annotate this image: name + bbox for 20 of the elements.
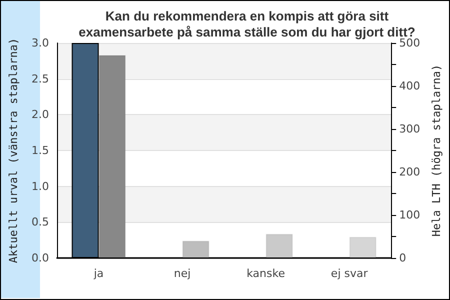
y-tick-label: 1.0 xyxy=(32,180,49,193)
x-tick-label: kanske xyxy=(246,267,286,280)
y-tick-label: 0.0 xyxy=(32,252,49,264)
y2-tick-label: 300 xyxy=(399,122,420,136)
y2-tick-label: 100 xyxy=(399,208,420,222)
x-tick-label: ja xyxy=(92,267,104,280)
y2-axis-title: Hela LTH (högra staplarna) xyxy=(430,64,443,237)
y2-tick-label: 200 xyxy=(399,166,420,178)
y-tick-label: 3.0 xyxy=(32,36,49,50)
chart-title: Kan du rekommendera en kompis att göra sitt examensarbete på samma ställe som du har gjort ditt? xyxy=(78,8,416,40)
x-tick-label: ej svar xyxy=(330,267,368,280)
x-tick-label: nej xyxy=(174,267,191,280)
y-tick-label: 1.5 xyxy=(32,144,49,157)
y-tick-label: 2.0 xyxy=(32,108,49,122)
y-axis-title: Aktuellt urval (vänstra staplarna) xyxy=(7,38,20,264)
y-tick-label: 0.5 xyxy=(32,216,49,229)
y2-tick-label: 0 xyxy=(399,252,406,264)
y2-tick-label: 400 xyxy=(399,80,420,92)
y-tick-label: 2.5 xyxy=(32,72,49,86)
y2-tick-label: 500 xyxy=(399,36,420,50)
